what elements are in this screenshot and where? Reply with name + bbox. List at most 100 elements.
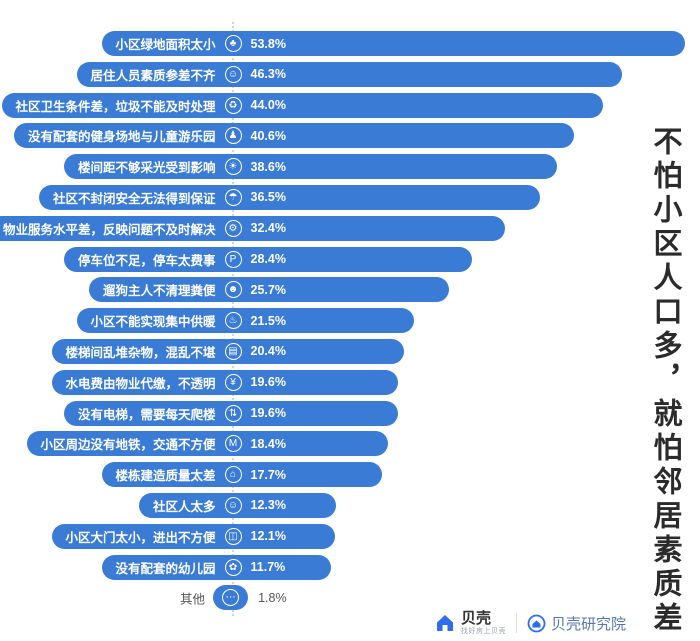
bar-row: 小区大门太小，进出不方便 ◫ 12.1% — [0, 521, 700, 552]
bar-rows: 小区绿地面积太小 ♣ 53.8% 居住人员素质参差不齐 ☺ 46.3% 社区卫生条件差，垃圾… — [0, 28, 700, 613]
bar-label: 没有电梯，需要每天爬楼 — [78, 407, 216, 422]
bar-value: 44.0% — [250, 98, 286, 113]
bar: 物业服务水平差，反映问题不及时解决 ⚙ 32.4% — [0, 215, 506, 241]
bar-value: 38.6% — [250, 159, 286, 174]
crowd-icon: ☺ — [224, 496, 242, 514]
bar-label: 楼梯间乱堆杂物，混乱不堪 — [65, 345, 216, 360]
bar-value: 32.4% — [250, 221, 286, 236]
bar-row: 没有配套的健身场地与儿童游乐园 ♟ 40.6% — [0, 120, 700, 151]
bar-row: 社区人太多 ☺ 12.3% — [0, 490, 700, 521]
beike-brand-tagline: 找好房上贝壳 — [461, 628, 506, 635]
bar-label: 居住人员素质参差不齐 — [90, 68, 216, 83]
gate-icon: ◫ — [224, 527, 242, 545]
bar-label: 物业服务水平差，反映问题不及时解决 — [3, 222, 216, 237]
clutter-icon: ▤ — [224, 342, 242, 360]
bar-label: 社区卫生条件差，垃圾不能及时处理 — [15, 99, 216, 114]
bar-label: 小区不能实现集中供暖 — [90, 315, 216, 330]
bar: 楼间距不够采光受到影响 ☀ 38.6% — [64, 154, 558, 180]
bar-row: 小区绿地面积太小 ♣ 53.8% — [0, 28, 700, 59]
beike-brand-text: 贝壳 找好房上贝壳 — [461, 611, 506, 635]
bar: 社区不封闭安全无法得到保证 ☂ 36.5% — [39, 184, 540, 210]
bar-value: 25.7% — [250, 282, 286, 297]
person-icon: ☺ — [224, 65, 242, 83]
bar-value: 1.8% — [258, 590, 287, 605]
beike-institute-icon — [527, 614, 546, 632]
elevator-icon: ⇅ — [224, 404, 242, 422]
bar: 遛狗主人不清理粪便 ☻ 25.7% — [89, 277, 449, 303]
bar-row: 停车位不足，停车太费事 P 28.4% — [0, 244, 700, 275]
bar: 小区大门太小，进出不方便 ◫ 12.1% — [51, 523, 335, 549]
bar: 楼栋建造质量太差 ⌂ 17.7% — [101, 462, 382, 488]
shield-icon: ☂ — [224, 188, 242, 206]
sunlight-icon: ☀ — [224, 158, 242, 176]
beike-logo: 贝壳 找好房上贝壳 — [434, 611, 506, 635]
bar-value: 17.7% — [250, 467, 286, 482]
bar: 没有配套的健身场地与儿童游乐园 ♟ 40.6% — [14, 123, 575, 149]
utility-fee-icon: ¥ — [224, 373, 242, 391]
bar-row: 社区卫生条件差，垃圾不能及时处理 ♻ 44.0% — [0, 90, 700, 121]
bar-value: 36.5% — [250, 190, 286, 205]
bar-value: 20.4% — [250, 344, 286, 359]
bar-row: 没有配套的幼儿园 ✿ 11.7% — [0, 552, 700, 583]
bar-row: 小区周边没有地铁，交通不方便 M 18.4% — [0, 428, 700, 459]
bar-row: 楼梯间乱堆杂物，混乱不堪 ▤ 20.4% — [0, 336, 700, 367]
bar-row: 楼栋建造质量太差 ⌂ 17.7% — [0, 459, 700, 490]
bar-label: 水电费由物业代缴，不透明 — [65, 376, 216, 391]
bar-label: 楼间距不够采光受到影响 — [78, 161, 216, 176]
tree-icon: ♣ — [224, 35, 242, 52]
beike-institute-logo: 贝壳研究院 — [527, 613, 626, 634]
wrench-icon: ⚙ — [224, 219, 242, 237]
bar-row: 其他 1.8% ⋯ — [0, 582, 700, 613]
playground-icon: ♟ — [224, 127, 242, 145]
footer-divider — [516, 613, 517, 633]
bar-row: 楼间距不够采光受到影响 ☀ 38.6% — [0, 151, 700, 182]
chart-title-vertical: 不怕小区人口多，就怕邻居素质差 — [649, 126, 681, 636]
bar-value: 21.5% — [250, 313, 286, 328]
bar: 停车位不足，停车太费事 P 28.4% — [64, 246, 472, 272]
kindergarten-icon: ✿ — [224, 558, 242, 576]
bar-label: 没有配套的幼儿园 — [115, 561, 216, 576]
bar: 没有电梯，需要每天爬楼 ⇅ 19.6% — [64, 400, 398, 426]
bar-value: 53.8% — [250, 36, 286, 51]
footer-logos: 贝壳 找好房上贝壳 贝壳研究院 — [434, 611, 626, 635]
bar-label: 遛狗主人不清理粪便 — [103, 284, 216, 299]
bar-value: 12.3% — [250, 498, 286, 513]
bar-row: 小区不能实现集中供暖 ♨ 21.5% — [0, 305, 700, 336]
bar: 社区人太多 ☺ 12.3% — [139, 492, 337, 518]
bar-value: 12.1% — [250, 529, 286, 544]
building-icon: ⌂ — [224, 466, 242, 484]
bar-label: 其他 — [179, 592, 205, 607]
trash-icon: ♻ — [224, 96, 242, 114]
bar-row: 遛狗主人不清理粪便 ☻ 25.7% — [0, 274, 700, 305]
car-icon: P — [224, 250, 242, 268]
bar: 社区卫生条件差，垃圾不能及时处理 ♻ 44.0% — [1, 92, 603, 118]
bar-value: 40.6% — [250, 128, 286, 143]
ellipsis-icon: ⋯ — [222, 589, 240, 607]
bar: 楼梯间乱堆杂物，混乱不堪 ▤ 20.4% — [51, 338, 405, 364]
bar: 小区不能实现集中供暖 ♨ 21.5% — [76, 308, 414, 334]
bar-label: 停车位不足，停车太费事 — [78, 253, 216, 268]
heating-icon: ♨ — [224, 312, 242, 330]
bar-row: 物业服务水平差，反映问题不及时解决 ⚙ 32.4% — [0, 213, 700, 244]
bar-label: 小区绿地面积太小 — [115, 38, 216, 52]
bar-label: 小区周边没有地铁，交通不方便 — [40, 438, 216, 453]
bar-label: 楼栋建造质量太差 — [115, 469, 216, 484]
bar-label: 社区不封闭安全无法得到保证 — [53, 191, 216, 206]
bar-value: 46.3% — [250, 67, 286, 82]
bar-value: 19.6% — [250, 375, 286, 390]
bar-value: 19.6% — [250, 406, 286, 421]
beike-brand-name: 贝壳 — [461, 610, 492, 627]
beike-house-icon — [437, 615, 453, 631]
bar-row: 居住人员素质参差不齐 ☺ 46.3% — [0, 59, 700, 90]
dog-icon: ☻ — [224, 281, 242, 299]
bar: 居住人员素质参差不齐 ☺ 46.3% — [76, 61, 622, 87]
bar-value: 11.7% — [250, 560, 286, 575]
bar-value: 28.4% — [250, 252, 286, 267]
bar: 小区绿地面积太小 ♣ 53.8% — [101, 31, 685, 56]
bar: 小区周边没有地铁，交通不方便 M 18.4% — [26, 431, 388, 457]
metro-icon: M — [224, 435, 242, 453]
bar-row: 水电费由物业代缴，不透明 ¥19.6% — [0, 367, 700, 398]
bar: ⋯ — [213, 585, 249, 611]
bar-value: 18.4% — [250, 436, 286, 451]
